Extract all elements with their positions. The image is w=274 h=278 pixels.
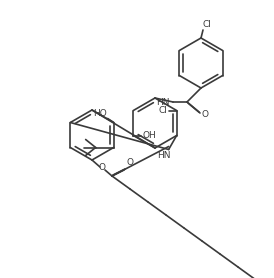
Text: HN: HN <box>157 152 171 160</box>
Text: HO: HO <box>93 108 107 118</box>
Text: O: O <box>202 110 209 118</box>
Text: OH: OH <box>142 131 156 140</box>
Text: Cl: Cl <box>203 20 212 29</box>
Text: O: O <box>127 158 134 167</box>
Text: Cl: Cl <box>159 106 168 115</box>
Text: HN: HN <box>156 98 170 106</box>
Text: O: O <box>98 163 105 173</box>
